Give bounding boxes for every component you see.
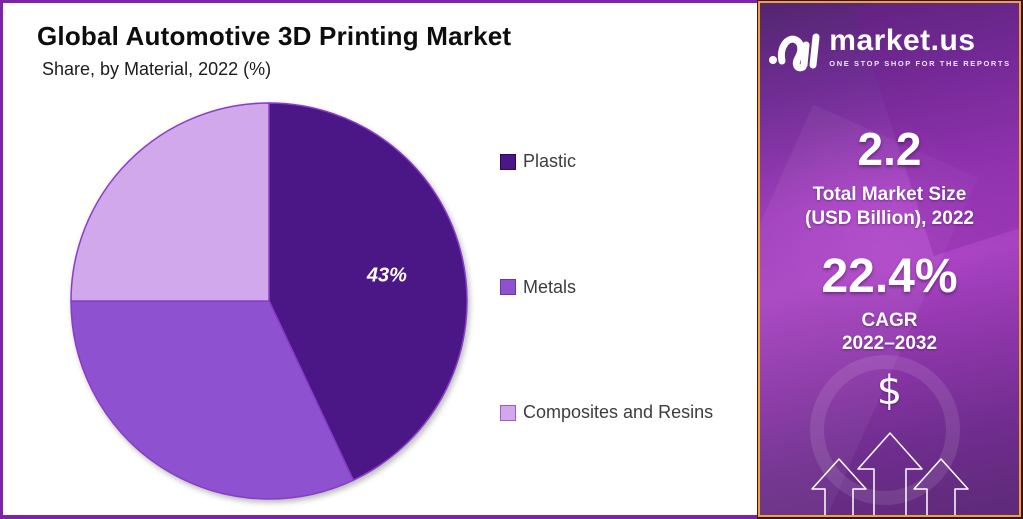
stat-cagr-value: 22.4% xyxy=(821,250,958,303)
chart-title: Global Automotive 3D Printing Market xyxy=(37,21,512,51)
stat-market-size-label-line2: (USD Billion), 2022 xyxy=(805,208,974,229)
legend-label: Plastic xyxy=(523,151,577,171)
pie-slice-plastic xyxy=(268,102,468,482)
legend-swatch-metals xyxy=(500,279,516,295)
stat-market-size-value: 2.2 xyxy=(857,123,922,175)
brand-name: market.us xyxy=(829,24,976,57)
legend-item-composites: Composites and Resins xyxy=(500,402,713,423)
stat-cagr-label-line2: 2022–2032 xyxy=(841,333,938,354)
legend: Plastic Metals Composites and Resins xyxy=(500,151,713,423)
dollar-symbol: $ xyxy=(876,368,903,414)
legend-swatch-composites xyxy=(500,404,516,421)
stat-market-size-label: Total Market Size (USD Billion), 2022 xyxy=(805,183,974,231)
pie-svg: 43% xyxy=(70,102,468,500)
legend-label: Composites and Resins xyxy=(523,402,714,422)
pie-slice-composites-and-resins xyxy=(70,102,270,302)
legend-item-metals: Metals xyxy=(500,277,713,298)
growth-arrows-icon xyxy=(810,432,969,515)
chart-subtitle: Share, by Material, 2022 (%) xyxy=(42,59,272,79)
brand-tagline: ONE STOP SHOP FOR THE REPORTS xyxy=(829,59,1011,68)
legend-label: Metals xyxy=(523,276,577,297)
stat-market-size-label-line1: Total Market Size xyxy=(812,184,967,205)
stat-cagr-label-line1: CAGR xyxy=(861,310,918,331)
pie-slice-metals xyxy=(70,300,355,500)
side-panel-frame: market.us ONE STOP SHOP FOR THE REPORTS … xyxy=(757,0,1023,519)
brand-text: market.us ONE STOP SHOP FOR THE REPORTS xyxy=(829,24,1011,69)
marketus-logo-icon xyxy=(769,33,820,72)
side-panel: market.us ONE STOP SHOP FOR THE REPORTS … xyxy=(758,1,1021,517)
chart-area: Global Automotive 3D Printing Market Sha… xyxy=(0,0,757,519)
legend-item-plastic: Plastic xyxy=(500,151,713,172)
legend-swatch-plastic xyxy=(500,153,516,170)
stat-cagr-label: CAGR 2022–2032 xyxy=(842,309,937,355)
pie-chart: 43% xyxy=(65,96,473,506)
pie-data-label: 43% xyxy=(366,265,407,287)
brand-logo: market.us ONE STOP SHOP FOR THE REPORTS xyxy=(768,25,1010,75)
